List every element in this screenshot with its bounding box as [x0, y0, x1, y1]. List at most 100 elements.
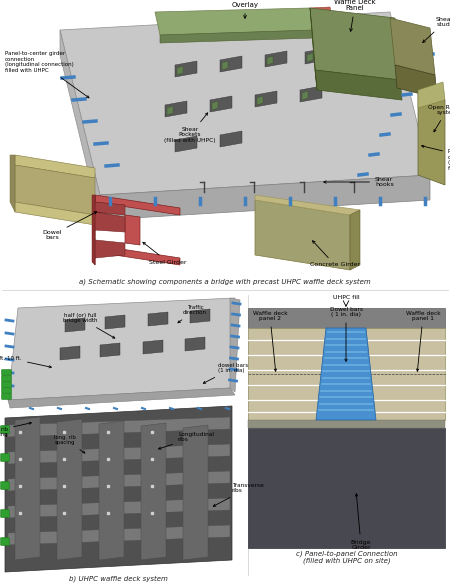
Polygon shape — [307, 53, 313, 62]
Text: Traffic
direction: Traffic direction — [178, 305, 207, 323]
Polygon shape — [175, 61, 197, 77]
Text: Transverse
ribs: Transverse ribs — [213, 483, 264, 506]
Polygon shape — [8, 471, 230, 491]
Polygon shape — [305, 48, 327, 64]
Text: a) Schematic showing components a bridge with precast UHPC waffle deck system: a) Schematic showing components a bridge… — [79, 278, 371, 285]
Polygon shape — [167, 106, 173, 115]
Polygon shape — [15, 155, 95, 178]
Text: Dowel
bars: Dowel bars — [42, 212, 97, 241]
FancyBboxPatch shape — [2, 382, 11, 387]
FancyBboxPatch shape — [1, 538, 9, 545]
Polygon shape — [395, 65, 437, 98]
FancyBboxPatch shape — [1, 454, 9, 461]
Text: Shear
studs: Shear studs — [423, 16, 450, 42]
Text: Waffle deck
panel 1: Waffle deck panel 1 — [406, 311, 440, 372]
Polygon shape — [8, 417, 230, 437]
FancyBboxPatch shape — [1, 426, 9, 433]
Polygon shape — [255, 200, 350, 270]
Polygon shape — [350, 210, 360, 270]
Polygon shape — [15, 165, 95, 215]
Polygon shape — [300, 86, 322, 102]
Polygon shape — [220, 56, 242, 72]
Text: Waffle Deck
Panel: Waffle Deck Panel — [334, 0, 376, 31]
Polygon shape — [183, 425, 208, 560]
Polygon shape — [100, 343, 120, 357]
Polygon shape — [143, 340, 163, 354]
Text: dowel bars
(1 in. dia): dowel bars (1 in. dia) — [203, 363, 248, 383]
Polygon shape — [8, 388, 235, 408]
FancyBboxPatch shape — [1, 510, 9, 517]
Text: half (or) full
bridge width: half (or) full bridge width — [63, 313, 115, 338]
Polygon shape — [105, 315, 125, 329]
FancyBboxPatch shape — [2, 370, 11, 375]
Polygon shape — [165, 101, 187, 117]
Polygon shape — [95, 245, 180, 265]
Text: Overlay: Overlay — [231, 2, 258, 18]
Polygon shape — [220, 131, 242, 147]
Polygon shape — [310, 8, 400, 80]
Polygon shape — [8, 525, 230, 545]
Polygon shape — [60, 30, 100, 220]
Polygon shape — [248, 428, 445, 548]
Polygon shape — [255, 195, 360, 215]
FancyBboxPatch shape — [2, 387, 11, 393]
Polygon shape — [15, 417, 40, 560]
Text: c) Panel-to-panel Connection
(filled with UHPC on site): c) Panel-to-panel Connection (filled wit… — [296, 550, 397, 564]
Text: UHPC fill: UHPC fill — [333, 295, 360, 300]
Polygon shape — [248, 308, 445, 328]
Text: transverse rib
spacing: transverse rib spacing — [0, 422, 32, 437]
Polygon shape — [125, 215, 140, 245]
Polygon shape — [248, 420, 445, 428]
Text: Shear
hooks: Shear hooks — [324, 177, 394, 187]
Polygon shape — [418, 90, 445, 185]
FancyBboxPatch shape — [2, 394, 11, 399]
Polygon shape — [177, 66, 183, 75]
Text: Open Railing
system: Open Railing system — [428, 104, 450, 132]
Polygon shape — [248, 328, 445, 420]
Polygon shape — [175, 136, 197, 152]
Text: Bridge
Girder: Bridge Girder — [351, 494, 371, 551]
Text: b) UHPC waffle deck system: b) UHPC waffle deck system — [68, 575, 167, 582]
Polygon shape — [302, 91, 308, 100]
Polygon shape — [418, 82, 445, 108]
Polygon shape — [222, 61, 228, 70]
Polygon shape — [185, 337, 205, 351]
Polygon shape — [8, 444, 230, 464]
Polygon shape — [310, 8, 317, 90]
Text: Panel-to-center girder
connection
(longitudinal connection)
filled with UHPC: Panel-to-center girder connection (longi… — [5, 51, 89, 98]
Polygon shape — [141, 423, 166, 560]
FancyBboxPatch shape — [2, 376, 11, 382]
Text: 8 ft.-10 ft.: 8 ft.-10 ft. — [0, 356, 51, 368]
Text: Concrete Girder: Concrete Girder — [310, 241, 360, 268]
Polygon shape — [315, 70, 402, 100]
Text: Shear
Pockets
(filled with UHPC): Shear Pockets (filled with UHPC) — [164, 113, 216, 143]
Polygon shape — [5, 406, 232, 572]
Polygon shape — [8, 298, 235, 400]
Polygon shape — [210, 96, 232, 112]
Polygon shape — [255, 91, 277, 107]
Polygon shape — [10, 155, 15, 212]
Polygon shape — [257, 96, 263, 105]
Polygon shape — [95, 195, 180, 215]
Polygon shape — [267, 56, 273, 65]
Polygon shape — [265, 51, 287, 67]
FancyBboxPatch shape — [1, 482, 9, 490]
Polygon shape — [212, 101, 218, 110]
Polygon shape — [65, 318, 85, 332]
Polygon shape — [230, 298, 240, 392]
Polygon shape — [160, 30, 315, 43]
Text: Dowel bars
( 1 in. dia): Dowel bars ( 1 in. dia) — [329, 306, 363, 361]
Polygon shape — [99, 421, 124, 560]
Polygon shape — [95, 195, 125, 265]
Polygon shape — [8, 498, 230, 518]
Polygon shape — [148, 312, 168, 326]
Polygon shape — [57, 419, 82, 560]
Polygon shape — [60, 12, 430, 195]
Polygon shape — [155, 8, 315, 35]
Polygon shape — [316, 328, 376, 420]
Text: Panel-to-panel
connection
(transverse connection)
filled with UHPC: Panel-to-panel connection (transverse co… — [422, 146, 450, 171]
Text: long. rib
spacing: long. rib spacing — [54, 434, 85, 453]
Polygon shape — [390, 18, 435, 75]
Polygon shape — [100, 175, 430, 220]
Polygon shape — [60, 346, 80, 360]
